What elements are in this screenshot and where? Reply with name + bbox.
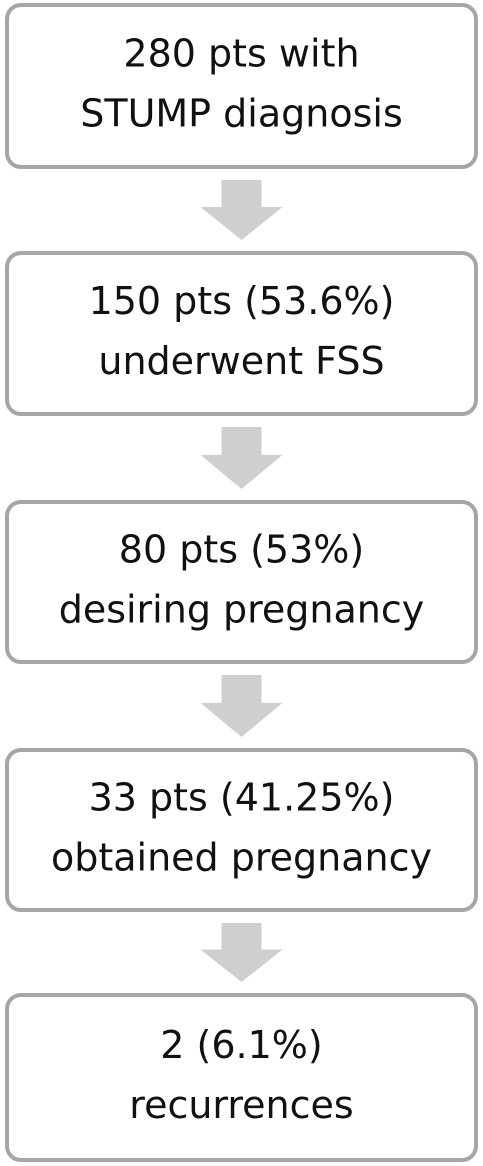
flow-box: [5, 251, 478, 416]
flow-box: [5, 3, 478, 169]
flow-box: [5, 748, 478, 912]
box-text: desiring pregnancy: [59, 588, 425, 632]
arrow: [200, 923, 283, 982]
box-text: recurrences: [129, 1083, 353, 1127]
box-text: 80 pts (53%): [119, 528, 364, 572]
box-text: STUMP diagnosis: [80, 92, 403, 136]
arrow: [200, 180, 283, 240]
box-text: 150 pts (53.6%): [89, 279, 395, 323]
box-text: 2 (6.1%): [160, 1023, 322, 1067]
arrow: [200, 675, 283, 737]
box-text: underwent FSS: [98, 339, 384, 383]
flow-box: [5, 500, 478, 664]
box-text: 280 pts with: [123, 32, 359, 76]
box-text: obtained pregnancy: [51, 836, 432, 880]
flow-box: [5, 993, 478, 1162]
box-text: 33 pts (41.25%): [89, 776, 395, 820]
arrow: [200, 427, 283, 489]
